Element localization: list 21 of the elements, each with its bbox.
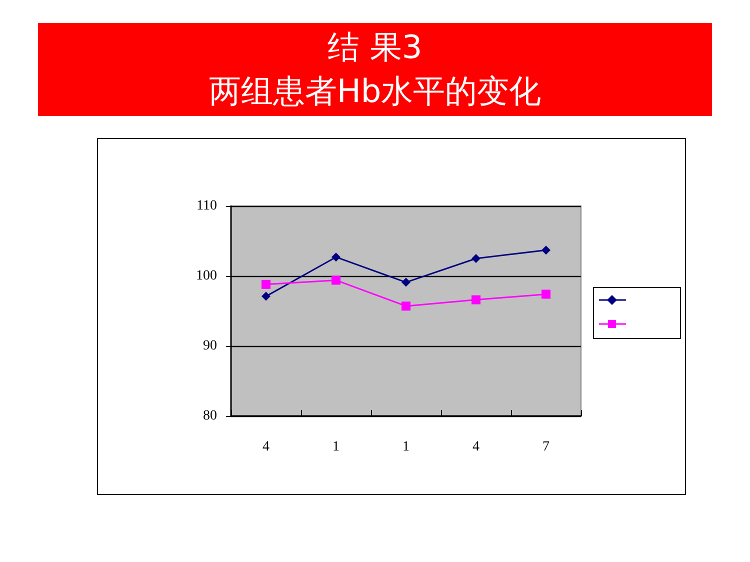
point [542,290,550,299]
point [332,276,340,285]
point [262,292,270,301]
point [262,280,270,289]
point [332,252,340,262]
x-tick-label: 4 [472,440,480,454]
point [402,302,410,311]
y-tick-label: 100 [196,268,217,284]
chart-title: 结 果3 [326,27,424,68]
point [472,295,480,304]
point [402,278,410,287]
y-tick-label: 110 [196,198,217,214]
y-tick-label: 80 [203,408,217,424]
point [472,254,480,263]
x-tick-label: 1 [402,440,410,454]
y-tick-label: 90 [203,338,217,354]
chart-subtitle: 两组患者Hb水平的变化 [208,71,542,112]
x-tick-label: 7 [542,440,550,454]
x-tick-label: 1 [332,440,340,454]
x-tick-label: 4 [262,440,270,454]
point [542,246,550,255]
